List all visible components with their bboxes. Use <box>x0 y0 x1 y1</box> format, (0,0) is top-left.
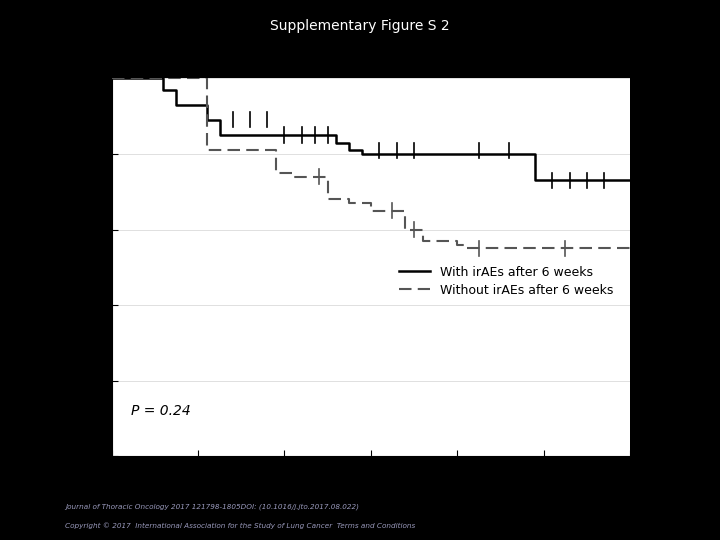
Legend: With irAEs after 6 weeks, Without irAEs after 6 weeks: With irAEs after 6 weeks, Without irAEs … <box>399 266 613 297</box>
Text: Journal of Thoracic Oncology 2017 121798-1805DOI: (10.1016/j.jto.2017.08.022): Journal of Thoracic Oncology 2017 121798… <box>65 504 359 510</box>
Text: Supplementary Figure S 2: Supplementary Figure S 2 <box>270 19 450 33</box>
Y-axis label: OS (%): OS (%) <box>66 240 80 294</box>
X-axis label: Time (months): Time (months) <box>314 480 428 494</box>
Text: Copyright © 2017  International Association for the Study of Lung Cancer  Terms : Copyright © 2017 International Associati… <box>65 523 415 529</box>
Text: P = 0.24: P = 0.24 <box>131 404 191 418</box>
